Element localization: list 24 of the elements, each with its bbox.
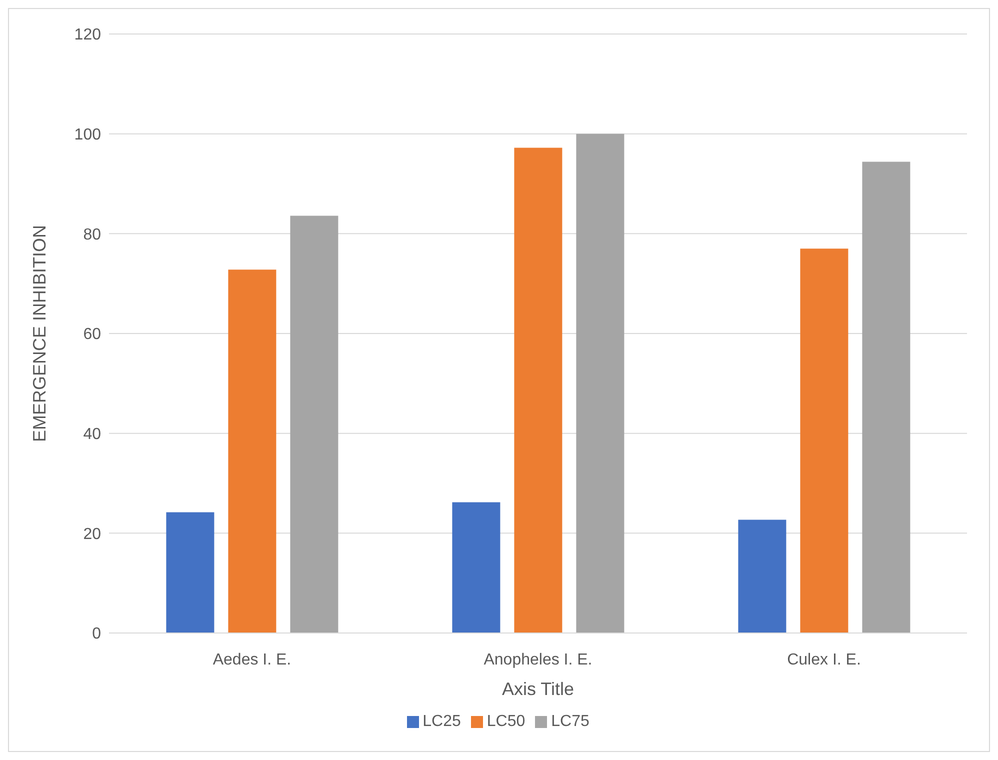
x-tick-label: Aedes I. E. [212, 651, 292, 668]
y-tick-label: 0 [92, 626, 102, 643]
bar [862, 162, 910, 633]
legend-label: LC25 [422, 713, 461, 730]
y-tick-label: 100 [74, 126, 102, 144]
bar [576, 134, 624, 633]
bar [228, 270, 276, 633]
y-tick-label: 80 [83, 226, 102, 244]
y-tick-label: 60 [83, 326, 102, 344]
y-axis-title: EMERGENCE INHIBITION [29, 224, 50, 442]
bar [452, 502, 500, 633]
bar [800, 248, 848, 633]
x-axis-title: Axis Title [502, 679, 574, 699]
y-tick-label: 120 [74, 26, 102, 44]
legend-label: LC50 [486, 713, 526, 730]
y-tick-label: 40 [83, 426, 102, 444]
bar [166, 512, 214, 633]
bar [290, 216, 338, 633]
x-tick-label: Culex I. E. [787, 651, 861, 668]
bar [738, 520, 786, 633]
y-tick-label: 20 [83, 526, 102, 543]
bar [514, 148, 562, 633]
x-tick-label: Anopheles I. E. [484, 651, 592, 668]
legend-label: LC75 [551, 713, 590, 730]
